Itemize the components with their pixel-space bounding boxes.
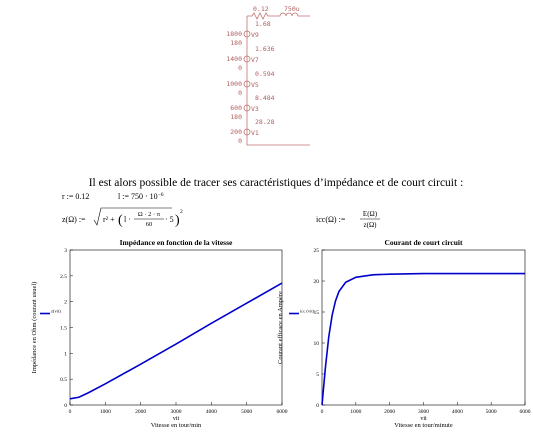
label: 1000 — [226, 80, 242, 88]
y-tick-label: 10 — [314, 341, 320, 347]
y-tick-label: 2.5 — [60, 274, 67, 280]
eq: z(Ω) — [364, 221, 378, 229]
y-tick-label: 1 — [64, 351, 67, 357]
x-axis-label: Vitesse en tour/minute — [394, 422, 453, 429]
x-variable: vit — [173, 416, 180, 422]
label: 1.68 — [255, 20, 271, 28]
label: 180 — [230, 113, 242, 121]
y-axis-label: Courant efficace en Ampère — [277, 291, 284, 364]
label: 600 — [230, 104, 242, 112]
label: V7 — [251, 56, 259, 64]
y-tick-label: 2 — [64, 300, 67, 306]
label: V5 — [251, 81, 259, 89]
svg-text:): ) — [175, 213, 180, 228]
eq: r := 0.12 — [62, 192, 89, 201]
eq: · 5 — [165, 215, 174, 224]
y-tick-label: 1.5 — [60, 326, 67, 332]
x-tick-label: 2000 — [135, 409, 146, 415]
y-tick-label: 20 — [314, 279, 320, 285]
data-line — [321, 272, 525, 406]
legend-label: z(vit) — [51, 309, 61, 314]
label: 1800 — [226, 30, 242, 38]
x-variable: vit — [420, 416, 427, 422]
data-line — [69, 282, 283, 400]
x-tick-label: 6000 — [277, 409, 288, 415]
x-tick-label: 1000 — [350, 409, 361, 415]
x-tick-label: 4000 — [452, 409, 463, 415]
label: 0 — [238, 137, 242, 145]
eq: l := 750 · 10−6 — [118, 192, 164, 201]
plot-frame — [69, 249, 283, 406]
y-tick-label: 25 — [314, 248, 320, 254]
x-tick-label: 3000 — [418, 409, 429, 415]
eq: r² + — [103, 215, 115, 224]
label: V3 — [251, 105, 259, 113]
circuit — [243, 12, 310, 146]
eq: −6 — [158, 192, 164, 198]
label: 0.594 — [255, 70, 275, 78]
eq: l · — [124, 215, 131, 224]
y-tick-label: 0 — [316, 403, 319, 409]
label: 0 — [238, 89, 242, 97]
y-tick-label: 0.5 — [60, 377, 67, 383]
y-tick-label: 15 — [314, 310, 320, 316]
eq: 2 — [180, 209, 183, 215]
chart-title: Impédance en fonction de la vitesse — [120, 238, 233, 247]
label: 180 — [230, 39, 242, 47]
label: 200 — [230, 128, 242, 136]
x-tick-label: 2000 — [384, 409, 395, 415]
eq: 60 — [146, 221, 153, 228]
x-tick-label: 1000 — [100, 409, 111, 415]
x-tick-label: 3000 — [171, 409, 182, 415]
eq: Ω · 2 · π — [138, 211, 161, 218]
x-tick-label: 4000 — [206, 409, 217, 415]
label: 8.484 — [255, 94, 275, 102]
x-tick-label: 5000 — [241, 409, 252, 415]
y-tick-label: 3 — [64, 248, 67, 254]
paragraph: Il est alors possible de tracer ses cara… — [89, 177, 464, 189]
x-tick-label: 0 — [321, 409, 324, 415]
label: 750u — [284, 5, 300, 13]
eq: E(Ω) — [363, 210, 378, 218]
legend-label: icc (vit) — [300, 309, 315, 314]
label: V9 — [251, 31, 259, 39]
svg-text:(: ( — [118, 213, 123, 228]
x-tick-label: 0 — [69, 409, 72, 415]
eq: icc(Ω) := — [316, 215, 346, 224]
eq: l := 750 · 10 — [118, 192, 158, 201]
label: 28.28 — [255, 118, 275, 126]
x-tick-label: 6000 — [520, 409, 531, 415]
y-tick-label: 0 — [64, 403, 67, 409]
y-tick-label: 5 — [316, 372, 319, 378]
equations: r := 0.12 l := 750 · 10−6 z(Ω) := r² + (… — [62, 192, 380, 229]
chart-title: Courant de court circuit — [385, 238, 463, 247]
x-axis-label: Vitesse en tour/min — [151, 422, 202, 429]
eq: z(Ω) := — [62, 215, 86, 224]
label: 1400 — [226, 55, 242, 63]
label: 0.12 — [253, 5, 269, 13]
label: 1.636 — [255, 45, 275, 53]
x-tick-label: 5000 — [486, 409, 497, 415]
label: 0 — [238, 64, 242, 72]
label: V1 — [251, 129, 259, 137]
y-axis-label: Impédance en Ohm (courant usuel) — [31, 282, 38, 374]
